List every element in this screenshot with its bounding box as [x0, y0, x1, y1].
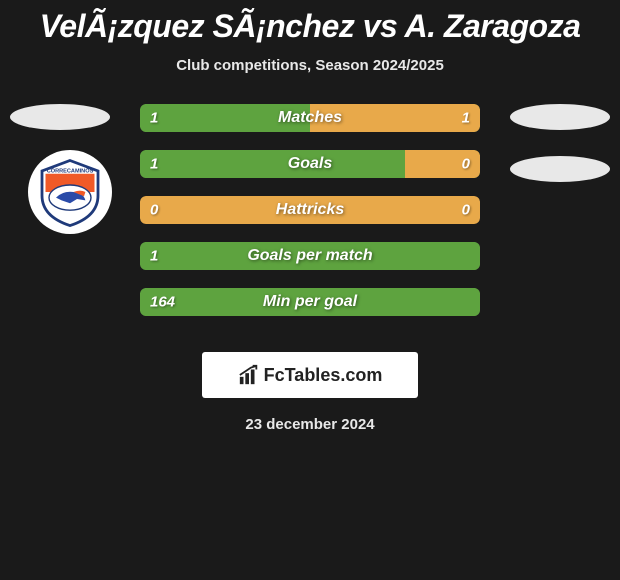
bar-label: Goals per match: [247, 247, 372, 265]
source-logo: FcTables.com: [238, 364, 383, 386]
placeholder-oval-left: [10, 104, 110, 130]
bar-value-right: 0: [462, 202, 470, 219]
bar-value-left: 164: [150, 294, 175, 311]
bar-value-left: 1: [150, 110, 158, 127]
bar-row: Hattricks 0 0: [140, 196, 480, 224]
bar-segment-left: [140, 150, 405, 178]
svg-text:CORRECAMINOS: CORRECAMINOS: [47, 168, 94, 174]
bar-label: Goals: [288, 155, 332, 173]
bar-label: Hattricks: [276, 201, 344, 219]
bar-row: Goals per match 1: [140, 242, 480, 270]
date-label: 23 december 2024: [245, 416, 374, 433]
bar-value-left: 1: [150, 156, 158, 173]
comparison-card: VelÃ¡zquez SÃ¡nchez vs A. Zaragoza Club …: [0, 0, 620, 74]
source-logo-box: FcTables.com: [202, 352, 418, 398]
bar-row: Goals 1 0: [140, 150, 480, 178]
subtitle: Club competitions, Season 2024/2025: [0, 57, 620, 74]
bar-value-left: 1: [150, 248, 158, 265]
bar-label: Matches: [278, 109, 342, 127]
bar-row: Min per goal 164: [140, 288, 480, 316]
page-title: VelÃ¡zquez SÃ¡nchez vs A. Zaragoza: [0, 0, 620, 45]
chart-icon: [238, 364, 260, 386]
placeholder-oval-right-1: [510, 104, 610, 130]
bar-row: Matches 1 1: [140, 104, 480, 132]
placeholder-oval-right-2: [510, 156, 610, 182]
bar-value-left: 0: [150, 202, 158, 219]
team-badge-left: CORRECAMINOS: [28, 150, 112, 234]
comparison-bars: Matches 1 1 Goals 1 0 Hattricks 0 0 Goals per mat…: [140, 104, 480, 334]
bar-label: Min per goal: [263, 293, 357, 311]
bar-value-right: 0: [462, 156, 470, 173]
bar-value-right: 1: [462, 110, 470, 127]
club-crest-icon: CORRECAMINOS: [35, 157, 105, 227]
source-logo-text: FcTables.com: [264, 365, 383, 386]
